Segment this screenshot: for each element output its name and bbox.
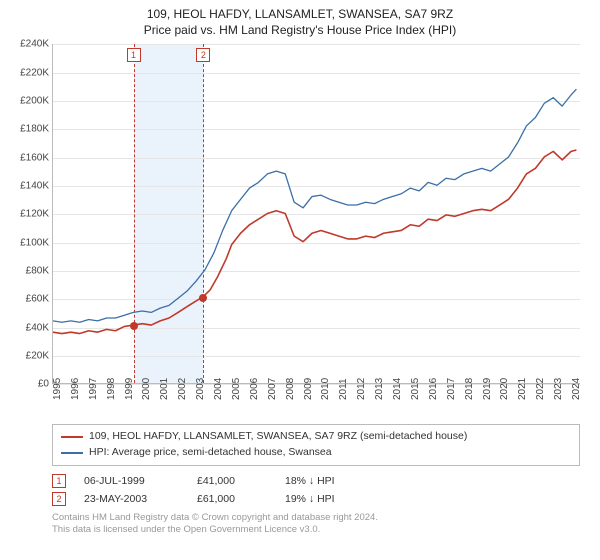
- legend-item: HPI: Average price, semi-detached house,…: [61, 445, 571, 461]
- y-tick-label: £120K: [11, 209, 49, 220]
- x-tick-label: 1999: [124, 378, 135, 400]
- legend-swatch: [61, 452, 83, 454]
- x-tick-label: 1996: [70, 378, 81, 400]
- x-tick-label: 2006: [249, 378, 260, 400]
- sales-table: 1 06-JUL-1999 £41,000 18% ↓ HPI 2 23-MAY-2003…: [52, 472, 580, 508]
- x-tick-label: 2024: [571, 378, 582, 400]
- x-tick-label: 2003: [195, 378, 206, 400]
- sale-dot: [130, 322, 138, 330]
- x-tick-label: 1998: [106, 378, 117, 400]
- legend-swatch: [61, 436, 83, 438]
- x-tick-label: 2013: [374, 378, 385, 400]
- series-property: [53, 150, 576, 334]
- x-tick-label: 2023: [553, 378, 564, 400]
- sale-price: £61,000: [197, 493, 267, 505]
- chart-title-address: 109, HEOL HAFDY, LLANSAMLET, SWANSEA, SA…: [10, 6, 590, 22]
- y-tick-label: £80K: [11, 266, 49, 277]
- y-tick-label: £0: [11, 379, 49, 390]
- sale-date: 06-JUL-1999: [84, 475, 179, 487]
- x-tick-label: 2011: [338, 379, 349, 401]
- y-tick-label: £200K: [11, 96, 49, 107]
- x-tick-label: 2022: [535, 378, 546, 400]
- y-tick-label: £240K: [11, 39, 49, 50]
- x-tick-label: 2001: [159, 378, 170, 400]
- sale-row: 2 23-MAY-2003 £61,000 19% ↓ HPI: [52, 490, 580, 508]
- y-tick-label: £160K: [11, 152, 49, 163]
- series-svg: [53, 44, 580, 383]
- x-tick-label: 2017: [446, 378, 457, 400]
- footnote: Contains HM Land Registry data © Crown c…: [52, 512, 580, 537]
- x-tick-label: 2020: [499, 378, 510, 400]
- x-tick-label: 2002: [177, 378, 188, 400]
- legend-box: 109, HEOL HAFDY, LLANSAMLET, SWANSEA, SA…: [52, 424, 580, 466]
- x-tick-label: 2021: [517, 378, 528, 400]
- x-tick-label: 2012: [356, 378, 367, 400]
- sale-delta: 19% ↓ HPI: [285, 493, 375, 505]
- legend-label: HPI: Average price, semi-detached house,…: [89, 445, 332, 461]
- x-tick-label: 2018: [464, 378, 475, 400]
- x-tick-label: 1997: [88, 378, 99, 400]
- y-tick-label: £220K: [11, 67, 49, 78]
- sale-date: 23-MAY-2003: [84, 493, 179, 505]
- y-tick-label: £180K: [11, 124, 49, 135]
- x-tick-label: 2008: [285, 378, 296, 400]
- chart-title-sub: Price paid vs. HM Land Registry's House …: [10, 22, 590, 38]
- x-tick-label: 2015: [410, 378, 421, 400]
- x-tick-label: 2019: [482, 378, 493, 400]
- plot-area: £0£20K£40K£60K£80K£100K£120K£140K£160K£1…: [52, 44, 580, 384]
- footnote-line2: This data is licensed under the Open Gov…: [52, 524, 580, 536]
- sale-row-marker: 2: [52, 492, 66, 506]
- x-tick-label: 2009: [303, 378, 314, 400]
- x-tick-label: 2005: [231, 378, 242, 400]
- y-tick-label: £140K: [11, 181, 49, 192]
- sale-delta: 18% ↓ HPI: [285, 475, 375, 487]
- x-tick-label: 2016: [428, 378, 439, 400]
- x-axis-labels: 1995199619971998199920002001200220032004…: [52, 384, 580, 416]
- y-tick-label: £20K: [11, 351, 49, 362]
- sale-row: 1 06-JUL-1999 £41,000 18% ↓ HPI: [52, 472, 580, 490]
- x-tick-label: 2004: [213, 378, 224, 400]
- legend-label: 109, HEOL HAFDY, LLANSAMLET, SWANSEA, SA…: [89, 429, 467, 445]
- x-tick-label: 1995: [52, 378, 63, 400]
- x-tick-label: 2010: [320, 378, 331, 400]
- footnote-line1: Contains HM Land Registry data © Crown c…: [52, 512, 580, 524]
- chart-container: 109, HEOL HAFDY, LLANSAMLET, SWANSEA, SA…: [0, 0, 600, 560]
- y-tick-label: £100K: [11, 237, 49, 248]
- sale-price: £41,000: [197, 475, 267, 487]
- y-tick-label: £60K: [11, 294, 49, 305]
- sale-dot: [199, 294, 207, 302]
- x-tick-label: 2014: [392, 378, 403, 400]
- y-tick-label: £40K: [11, 322, 49, 333]
- x-tick-label: 2007: [267, 378, 278, 400]
- x-tick-label: 2000: [141, 378, 152, 400]
- sale-row-marker: 1: [52, 474, 66, 488]
- legend-item: 109, HEOL HAFDY, LLANSAMLET, SWANSEA, SA…: [61, 429, 571, 445]
